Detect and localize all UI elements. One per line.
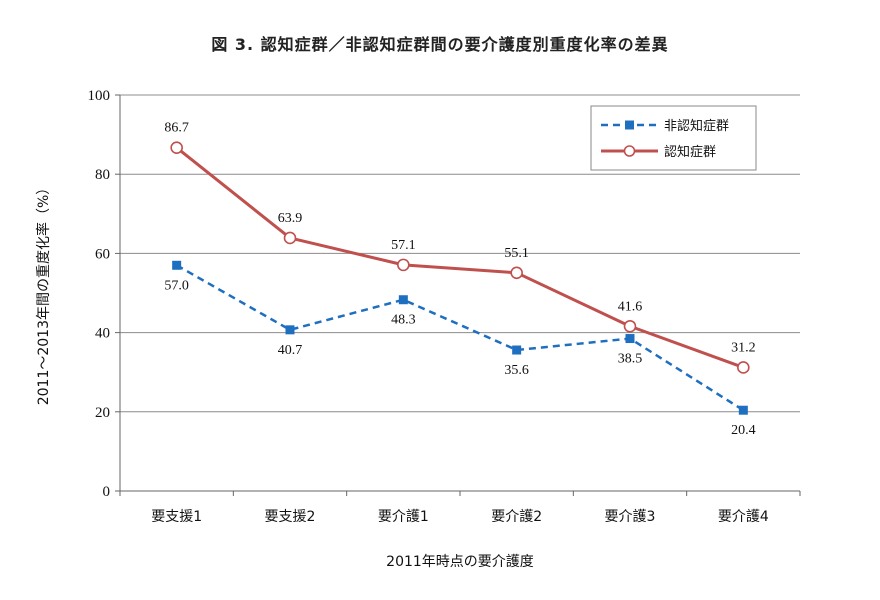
y-tick-label: 60	[95, 246, 110, 262]
data-point-circle	[737, 361, 750, 374]
data-point-circle	[283, 231, 297, 245]
data-label: 86.7	[164, 121, 189, 136]
x-axis-title: 2011年時点の要介護度	[386, 554, 534, 570]
data-label: 40.7	[278, 343, 303, 358]
y-axis-ticks: 0 20 40 60 80 100	[88, 88, 111, 500]
data-label: 20.4	[731, 423, 756, 438]
y-axis-title: 2011～2013年間の重度化率（%）	[35, 181, 52, 406]
data-label: 48.3	[391, 313, 416, 328]
data-label: 41.6	[618, 299, 643, 314]
grid	[120, 94, 800, 413]
axes	[115, 94, 801, 496]
y-tick-label: 40	[95, 326, 110, 342]
legend-label: 非認知症群	[664, 118, 729, 134]
y-tick-label: 0	[103, 484, 111, 500]
data-point-square	[625, 334, 635, 344]
x-tick-label: 要支援1	[151, 509, 202, 525]
data-point-square	[512, 345, 522, 355]
data-label: 55.1	[504, 246, 529, 261]
data-point-square	[738, 405, 748, 415]
data-point-square	[398, 295, 408, 305]
series-line-1	[176, 264, 745, 412]
data-label: 63.9	[278, 211, 303, 226]
data-point-circle	[397, 258, 410, 272]
data-point-circle	[510, 266, 523, 280]
x-tick-label: 要介護4	[718, 509, 769, 525]
data-point-square	[285, 325, 295, 335]
y-tick-label: 100	[88, 88, 111, 104]
legend-box	[590, 105, 757, 171]
data-labels: 57.0 86.7 40.7 63.9 48.3 57.1 35.6 55.1 38.5 41.6…	[164, 121, 755, 439]
series	[170, 141, 750, 415]
data-point-circle	[623, 319, 637, 333]
x-axis-ticks: 要支援1 要支援2 要介護1 要介護2 要介護3 要介護4	[151, 509, 769, 525]
data-label: 57.1	[391, 238, 416, 253]
x-tick-label: 要支援2	[265, 509, 316, 525]
legend-label: 認知症群	[664, 144, 716, 160]
data-label: 57.0	[164, 278, 189, 293]
series-line-2	[175, 146, 744, 369]
legend-marker-square	[625, 120, 634, 130]
chart-title: 図 3. 認知症群／非認知症群間の要介護度別重度化率の差異	[211, 35, 668, 54]
data-point-square	[172, 260, 182, 270]
legend-marker-circle	[623, 145, 636, 157]
data-label: 35.6	[504, 363, 529, 378]
data-point-circle	[170, 141, 183, 154]
y-tick-label: 20	[95, 405, 110, 421]
data-label: 31.2	[731, 340, 756, 355]
x-tick-label: 要介護1	[378, 509, 429, 525]
x-tick-label: 要介護3	[605, 509, 656, 525]
y-tick-label: 80	[95, 167, 110, 183]
x-tick-label: 要介護2	[491, 509, 542, 525]
data-label: 38.5	[618, 352, 643, 367]
